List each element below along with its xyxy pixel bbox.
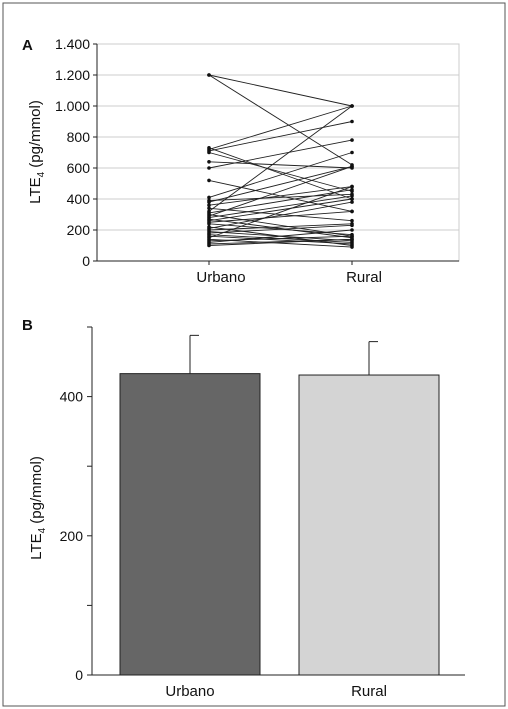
panel-a-pair-line — [208, 152, 353, 198]
panel-a-x-tick-label: Rural — [346, 269, 382, 286]
panel-a-pair-line — [208, 105, 353, 212]
panel-a-pair-line — [208, 229, 353, 243]
panel-a-point-urbano — [207, 195, 211, 200]
panel-a-point-rural — [350, 138, 354, 142]
panel-a-axes — [96, 44, 459, 262]
panel-b-ylabel-base: LTE — [28, 533, 45, 559]
panel-a-point-urbano — [207, 178, 211, 183]
panel-a-point-rural — [350, 119, 354, 124]
panel-a-paired-lines — [207, 73, 354, 249]
panel-a-point-urbano — [207, 222, 211, 226]
panel-a: A 0 200 400 600 800 1.000 1.200 1.400 Urbano Rur… — [22, 36, 460, 286]
panel-a-point-urbano — [207, 160, 211, 164]
panel-a-y-ticks: 0 200 400 600 800 1.000 1.200 1.400 — [55, 36, 97, 269]
panel-a-pair-line — [208, 152, 353, 192]
panel-a-point-rural — [350, 237, 354, 242]
panel-a-point-urbano — [207, 150, 211, 155]
panel-b-ylabel-rest: (pg/mmol) — [28, 456, 45, 528]
panel-a-pair-line — [208, 186, 353, 206]
panel-a-label: A — [22, 37, 33, 54]
panel-a-point-rural — [350, 228, 354, 232]
panel-a-y-tick-label: 1.400 — [55, 36, 90, 52]
panel-a-point-rural — [350, 150, 354, 155]
panel-a-point-rural — [350, 184, 354, 189]
panel-a-y-tick-label: 1.000 — [55, 98, 90, 114]
panel-b-y-tick-label: 400 — [60, 389, 84, 405]
panel-a-pair-line — [208, 161, 353, 169]
panel-b-ylabel-sub: 4 — [37, 527, 48, 533]
panel-a-pair-line — [208, 166, 353, 217]
panel-a-point-rural — [350, 242, 354, 246]
panel-a-pair-line — [208, 238, 353, 246]
panel-a-x-tick-label: Urbano — [196, 269, 245, 286]
panel-b-x-tick-label: Urbano — [165, 683, 214, 700]
panel-a-pair-line — [208, 201, 353, 229]
panel-b-x-tick-label: Rural — [351, 683, 387, 700]
panel-a-point-rural — [350, 223, 354, 228]
panel-a-point-urbano — [207, 206, 211, 211]
panel-a-ylabel-rest: (pg/mmol) — [27, 100, 44, 172]
panel-a-point-urbano — [207, 166, 211, 170]
panel-b-x-ticks: Urbano Rural — [165, 683, 387, 700]
panel-a-point-urbano — [207, 243, 211, 248]
panel-a-point-rural — [350, 197, 354, 201]
panel-b: B 0 200 400 Urbano Rural LTE4 (pg/mmol) — [22, 317, 465, 700]
panel-a-pair-line — [208, 74, 353, 107]
panel-a-point-urbano — [207, 203, 211, 207]
panel-a-point-rural — [350, 164, 354, 169]
panel-a-point-rural — [350, 200, 354, 204]
panel-a-pair-line — [208, 147, 353, 200]
panel-a-pair-line — [208, 166, 353, 203]
panel-a-point-urbano — [207, 73, 211, 77]
panel-a-pair-line — [208, 207, 353, 222]
panel-a-y-tick-label: 0 — [82, 253, 90, 269]
panel-a-pair-line — [208, 224, 353, 234]
panel-b-bars — [119, 334, 440, 676]
panel-a-x-ticks: Urbano Rural — [196, 261, 382, 286]
panel-a-y-axis-label: LTE4 (pg/mmol) — [27, 100, 47, 204]
panel-b-axes — [91, 327, 465, 676]
panel-a-point-rural — [350, 245, 354, 249]
panel-a-pair-line — [208, 189, 353, 214]
panel-a-point-rural — [350, 194, 354, 198]
panel-a-point-rural — [350, 187, 354, 192]
panel-a-pair-line — [208, 195, 353, 219]
panel-a-point-rural — [350, 218, 354, 223]
panel-b-y-ticks: 0 200 400 — [60, 326, 92, 683]
panel-a-pair-line — [208, 198, 353, 222]
panel-b-y-tick-label: 0 — [75, 667, 83, 683]
panel-a-ylabel-sub: 4 — [36, 171, 47, 177]
panel-a-y-tick-label: 400 — [67, 191, 91, 207]
panel-a-pair-line — [208, 210, 353, 223]
panel-a-pair-line — [208, 235, 353, 245]
panel-a-y-tick-label: 200 — [67, 222, 91, 238]
panel-a-y-tick-label: 800 — [67, 129, 91, 145]
panel-a-pair-line — [208, 186, 353, 239]
panel-a-grid — [97, 43, 459, 262]
panel-b-label: B — [22, 317, 33, 334]
panel-a-pair-line — [208, 105, 353, 150]
panel-b-y-axis-label: LTE4 (pg/mmol) — [28, 456, 48, 560]
panel-b-bar — [298, 374, 440, 676]
panel-a-point-rural — [350, 209, 354, 214]
panel-a-pair-line — [208, 218, 353, 239]
panel-a-pair-line — [208, 139, 353, 169]
panel-a-point-rural — [350, 234, 354, 238]
panel-b-bar — [119, 373, 261, 676]
panel-b-y-tick-label: 200 — [60, 528, 84, 544]
panel-a-point-urbano — [207, 200, 211, 204]
panel-a-y-tick-label: 600 — [67, 160, 91, 176]
panel-a-point-rural — [350, 104, 354, 108]
panel-a-y-tick-label: 1.200 — [55, 67, 90, 83]
panel-a-ylabel-base: LTE — [27, 177, 44, 203]
panel-a-pair-line — [208, 121, 353, 152]
panel-a-pair-line — [208, 74, 353, 166]
